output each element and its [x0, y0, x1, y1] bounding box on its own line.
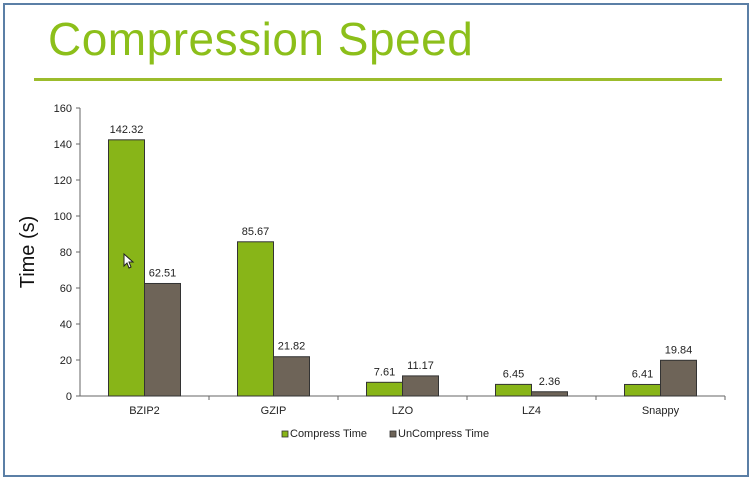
x-tick-label: LZ4	[522, 405, 541, 417]
y-tick-label: 20	[60, 355, 72, 367]
data-label: 21.82	[278, 341, 306, 353]
bar-uncompress	[273, 356, 310, 397]
legend-swatch	[389, 430, 397, 438]
legend-label: UnCompress Time	[398, 428, 489, 440]
mouse-cursor-icon	[123, 252, 135, 269]
y-tick-label: 100	[54, 211, 72, 223]
x-tick-label: LZO	[392, 405, 414, 417]
bar-compress	[495, 383, 532, 397]
y-tick-label: 40	[60, 319, 72, 331]
data-label: 11.17	[407, 360, 434, 372]
y-tick-label: 80	[60, 247, 72, 259]
legend-label: Compress Time	[290, 428, 367, 440]
bar-compress	[624, 383, 661, 397]
data-label: 2.36	[539, 376, 560, 388]
data-label: 19.84	[665, 344, 693, 356]
bar-uncompress	[144, 282, 181, 397]
data-label: 7.61	[374, 366, 395, 378]
bar-uncompress	[402, 375, 439, 397]
bar-compress	[108, 139, 145, 397]
title-underline	[34, 78, 722, 81]
y-tick-label: 160	[54, 103, 72, 115]
bar-compress	[237, 241, 274, 397]
bar-uncompress	[660, 359, 697, 397]
y-tick-label: 140	[54, 139, 72, 151]
x-tick-label: Snappy	[642, 405, 680, 417]
y-tick-label: 60	[60, 283, 72, 295]
y-axis-title: Time (s)	[17, 216, 39, 289]
y-tick-label: 0	[66, 391, 72, 403]
data-label: 6.41	[632, 368, 653, 380]
data-label: 62.51	[149, 267, 177, 279]
legend-swatch	[281, 430, 289, 438]
bar-compress	[366, 381, 403, 397]
data-label: 85.67	[242, 226, 270, 238]
x-tick-label: BZIP2	[129, 405, 160, 417]
data-label: 142.32	[110, 124, 144, 136]
bar-uncompress	[531, 391, 568, 397]
data-label: 6.45	[503, 368, 524, 380]
slide-title: Compression Speed	[48, 13, 474, 65]
x-tick-label: GZIP	[261, 405, 287, 417]
y-tick-label: 120	[54, 175, 72, 187]
